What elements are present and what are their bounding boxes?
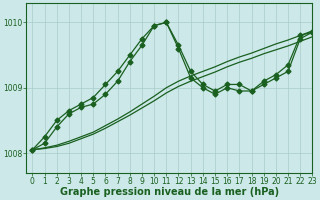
X-axis label: Graphe pression niveau de la mer (hPa): Graphe pression niveau de la mer (hPa): [60, 187, 279, 197]
